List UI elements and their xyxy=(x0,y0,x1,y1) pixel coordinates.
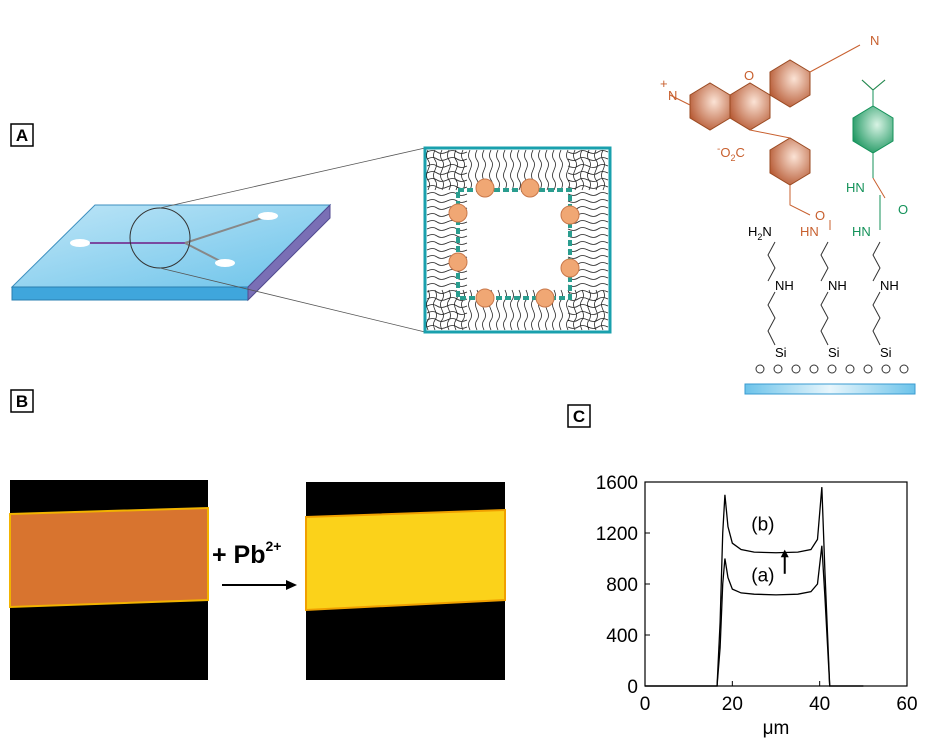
y-tick-label: 0 xyxy=(627,677,638,698)
reaction-label: + Pb2+ xyxy=(212,538,281,569)
chemical-structure: N N + O -O2C O HN HN O HN H2N NH NH NH S… xyxy=(660,33,915,394)
charge-label: + xyxy=(660,76,668,91)
panel-label: B xyxy=(16,392,28,411)
arrow-head xyxy=(781,550,789,558)
atom-label: HN xyxy=(852,224,871,239)
gold-bead xyxy=(476,289,494,307)
x-tick-label: 0 xyxy=(640,694,651,715)
panel-label-c: C xyxy=(568,405,590,427)
superscript: 2+ xyxy=(266,538,282,554)
atom-label: NH xyxy=(775,278,794,293)
annotation: (b) xyxy=(751,514,774,535)
atom-label: HN xyxy=(800,224,819,239)
atom-label: NH xyxy=(828,278,847,293)
x-tick-label: 40 xyxy=(809,694,830,715)
atom-label: Si xyxy=(775,345,787,360)
figure: A B C N N + O -O2C O xyxy=(0,0,926,742)
x-axis-label: μm xyxy=(763,718,790,739)
atom-label: HN xyxy=(846,180,865,195)
gold-bead xyxy=(449,204,467,222)
gold-bead xyxy=(476,179,494,197)
y-tick-label: 400 xyxy=(606,626,638,647)
atom-label: N xyxy=(668,88,677,103)
atom-label: O xyxy=(815,208,825,223)
x-tick-label: 60 xyxy=(896,694,917,715)
panel-label: C xyxy=(573,407,585,426)
y-tick-label: 800 xyxy=(606,575,638,596)
y-tick-label: 1200 xyxy=(596,524,638,545)
gold-bead xyxy=(561,259,579,277)
plot-frame xyxy=(645,482,907,686)
carboxylate-label: -O2C xyxy=(717,144,745,163)
atom-label: N xyxy=(870,33,879,48)
panel-label-a: A xyxy=(11,124,33,146)
panel-label: A xyxy=(16,126,28,145)
x-tick-label: 20 xyxy=(722,694,743,715)
atom: N xyxy=(762,224,771,239)
gold-bead xyxy=(521,179,539,197)
channel-inset xyxy=(425,148,610,332)
gold-bead xyxy=(449,253,467,271)
amine-label: H2N xyxy=(748,224,772,242)
y-tick-label: 1600 xyxy=(596,473,638,494)
gold-bead xyxy=(536,289,554,307)
atom: O xyxy=(720,145,730,160)
atom-label: Si xyxy=(880,345,892,360)
atom: H xyxy=(748,224,757,239)
panel-label-b: B xyxy=(11,390,33,412)
microchip xyxy=(12,148,425,332)
annotation: + Pb xyxy=(212,541,266,569)
fluorescence-images: + Pb2+ xyxy=(10,480,505,680)
gold-bead xyxy=(561,206,579,224)
atom-label: O xyxy=(744,68,754,83)
atom: C xyxy=(735,145,744,160)
atom-label: O xyxy=(898,202,908,217)
atom-label: NH xyxy=(880,278,899,293)
line-chart: 0 400 800 1200 1600 0 20 40 60 μm (a) (b) xyxy=(596,473,918,739)
atom-label: Si xyxy=(828,345,840,360)
annotation: (a) xyxy=(751,565,774,586)
